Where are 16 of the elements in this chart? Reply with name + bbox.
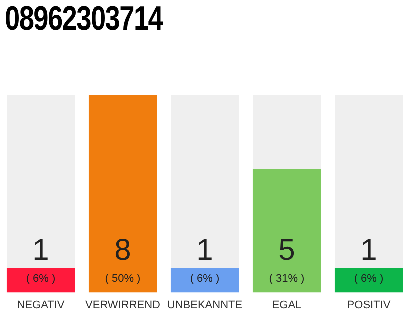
annotation: ( 6% )	[26, 272, 56, 285]
data-label: 1	[196, 234, 214, 267]
x-tick-label: VERWIRREND	[86, 299, 161, 312]
annotation: ( 6% )	[354, 272, 384, 285]
data-label: 5	[278, 234, 296, 267]
annotation: ( 50% )	[105, 272, 141, 285]
annotation: ( 6% )	[190, 272, 220, 285]
annotation: ( 31% )	[269, 272, 305, 285]
data-label: 8	[114, 234, 132, 267]
chart-title: 08962303714	[5, 0, 163, 39]
data-label: 1	[360, 234, 378, 267]
data-label: 1	[32, 234, 50, 267]
x-tick-label: POSITIV	[347, 299, 392, 312]
x-tick-label: EGAL	[272, 299, 302, 312]
x-tick-label: UNBEKANNTE	[167, 299, 243, 312]
x-tick-label: NEGATIV	[17, 299, 66, 312]
